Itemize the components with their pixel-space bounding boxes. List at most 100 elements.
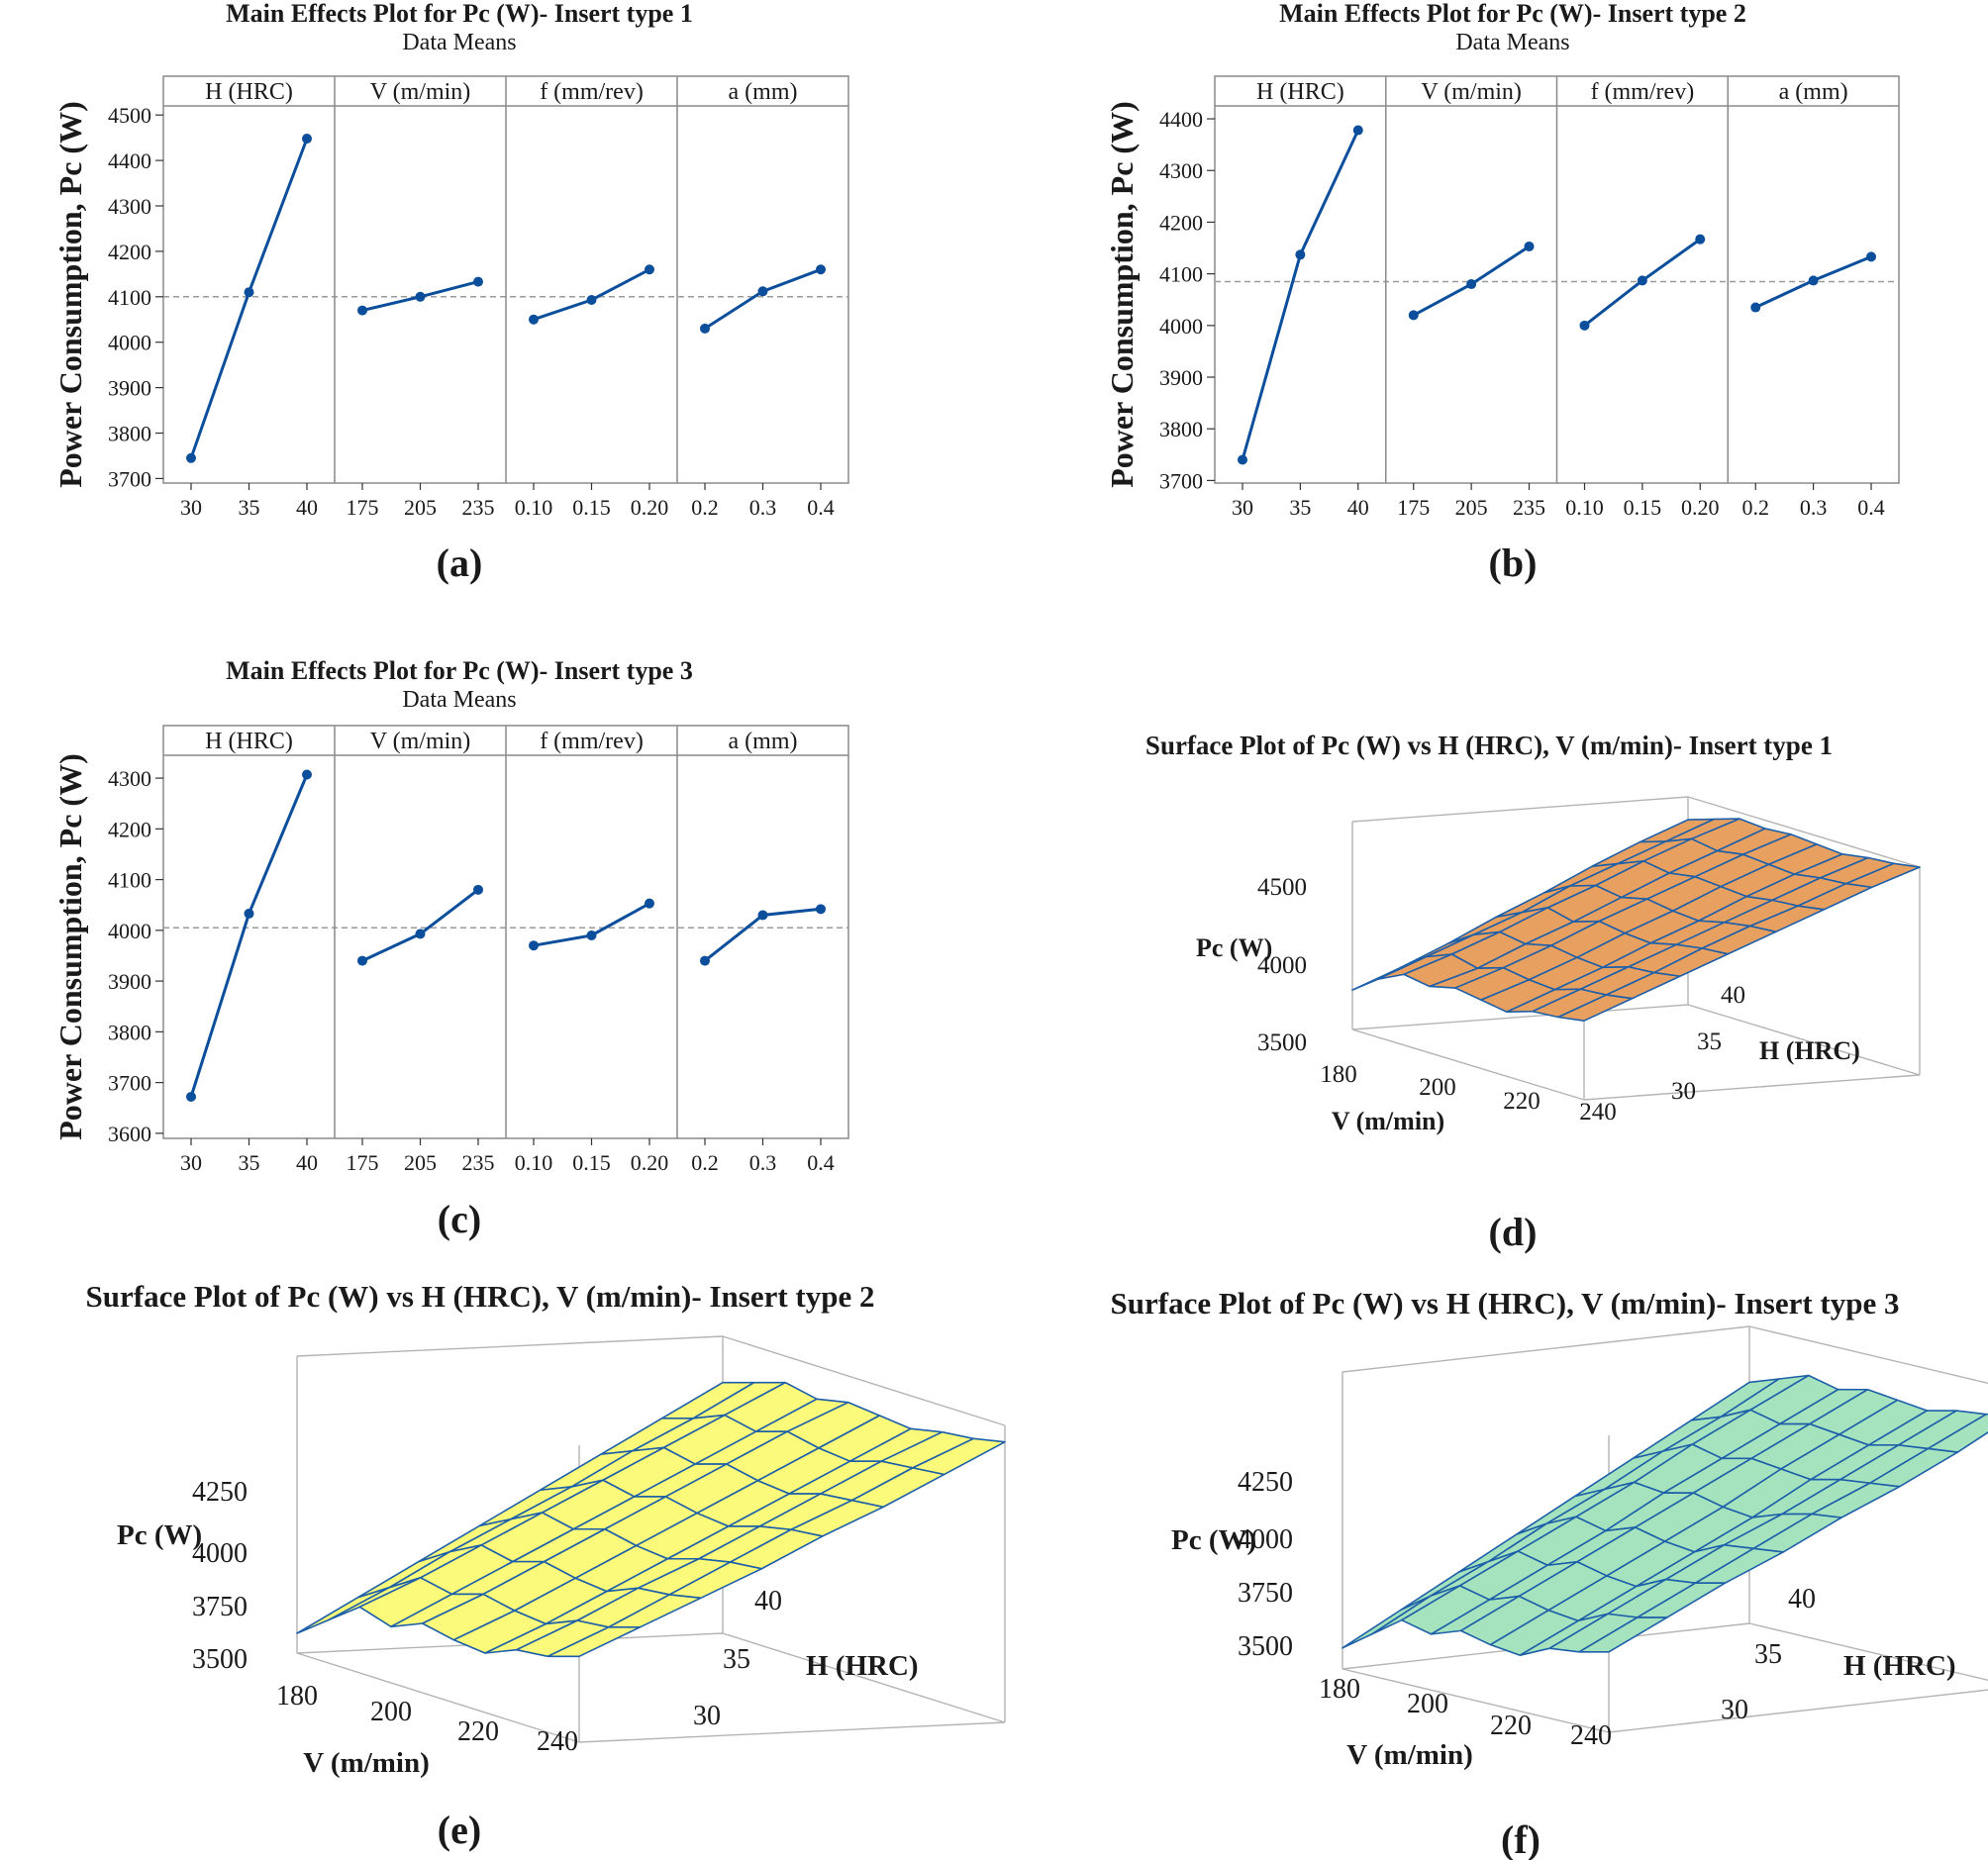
sf2-zlabel: Pc (W) <box>1171 1524 1256 1556</box>
me2-xtick-label-1-0: 175 <box>347 1150 379 1175</box>
me0-ytick-label-0: 3700 <box>108 466 151 491</box>
me2-xtick-label-3-2: 0.4 <box>807 1150 835 1175</box>
sf1-zlabel: Pc (W) <box>117 1519 202 1551</box>
me0-title: Main Effects Plot for Pc (W)- Insert typ… <box>226 0 693 28</box>
sf1-box-top-back <box>722 1335 1006 1426</box>
sf1-ytick-label-1: 35 <box>723 1644 750 1675</box>
me2-ytick-label-0: 3600 <box>108 1122 151 1146</box>
me0-ytick-label-8: 4500 <box>108 103 151 128</box>
me1-point-1-0 <box>1408 310 1419 321</box>
me2-ytick-label-1: 3700 <box>108 1071 151 1096</box>
sf2-title: Surface Plot of Pc (W) vs H (HRC), V (m/… <box>1111 1286 1900 1321</box>
me1-subtitle: Data Means <box>1455 30 1569 55</box>
me0-xtick-label-2-2: 0.20 <box>631 495 669 520</box>
me0-xtick-label-3-0: 0.2 <box>691 495 719 520</box>
me0-panel-header-2: f (mm/rev) <box>540 79 644 105</box>
me0-xtick-label-2-0: 0.10 <box>515 495 553 520</box>
sf1-xtick-label-0: 180 <box>276 1681 318 1712</box>
sf2-box-floor-back <box>1748 1622 1988 1682</box>
sf1-panel-label: (e) <box>438 1808 481 1852</box>
me2-point-3-0 <box>700 955 710 966</box>
me1-xtick-label-2-2: 0.20 <box>1681 495 1720 520</box>
me0-panel-label: (a) <box>437 540 483 585</box>
sf0-xtick-label-1: 200 <box>1419 1074 1456 1101</box>
sf0-ztick-label-0: 4500 <box>1257 874 1307 901</box>
sf1-box-floor-front <box>296 1652 580 1743</box>
me2-point-1-0 <box>357 955 367 966</box>
sf0-ztick-label-2: 3500 <box>1257 1029 1307 1056</box>
me0-panel-header-0: H (HRC) <box>205 79 293 105</box>
sf0-ztick-label-1: 4000 <box>1257 952 1307 979</box>
me0-point-0-1 <box>244 287 254 298</box>
me1-ytick-label-0: 3700 <box>1159 468 1203 493</box>
me0-ytick-label-2: 3900 <box>108 376 151 401</box>
sf1-xtick-label-1: 200 <box>370 1697 412 1727</box>
sf0-box-floor-back <box>1687 1004 1921 1076</box>
me0-point-1-2 <box>473 276 483 287</box>
sf1-box-floor-back <box>722 1632 1006 1723</box>
me1-xtick-label-0-1: 35 <box>1289 495 1311 520</box>
me2-series-line-0 <box>189 773 309 1098</box>
sf1-box-floor-right <box>578 1721 1006 1743</box>
me1-point-2-1 <box>1637 275 1647 286</box>
me2-xtick-label-0-2: 40 <box>296 1150 318 1175</box>
me0-point-3-0 <box>700 323 710 334</box>
me2-ytick-label-5: 4100 <box>108 868 151 893</box>
me1-point-1-1 <box>1466 279 1477 290</box>
me1-xtick-label-2-1: 0.15 <box>1624 495 1662 520</box>
me1-point-3-2 <box>1866 251 1876 262</box>
sf2-box-top-back <box>1748 1325 1988 1385</box>
me1-point-2-0 <box>1579 320 1590 331</box>
me0-point-2-2 <box>645 264 654 275</box>
sf0-surface <box>1351 818 1921 1022</box>
sf1-xlabel: V (m/min) <box>303 1747 430 1779</box>
me1-point-0-0 <box>1238 454 1247 465</box>
sf0-ytick-label-1: 35 <box>1697 1028 1722 1055</box>
sf2-xtick-label-2: 220 <box>1490 1711 1532 1741</box>
sf0-xlabel: V (m/min) <box>1332 1107 1444 1135</box>
sf2-xlabel: V (m/min) <box>1346 1739 1473 1771</box>
me1-ytick-label-6: 4300 <box>1159 158 1203 183</box>
sf1-ytick-label-0: 40 <box>754 1586 782 1616</box>
me1-point-3-1 <box>1808 275 1819 286</box>
sf0-panel-label: (d) <box>1489 1210 1538 1254</box>
me1-xtick-label-2-0: 0.10 <box>1565 495 1604 520</box>
sf1-ylabel: H (HRC) <box>806 1650 919 1682</box>
me1-xtick-label-1-1: 205 <box>1455 495 1488 520</box>
me2-xtick-label-3-0: 0.2 <box>691 1150 719 1175</box>
sf0-surface-cell-0-8 <box>1557 994 1634 1022</box>
me2-point-1-2 <box>473 884 483 895</box>
me2-panel-header-1: V (m/min) <box>370 729 471 754</box>
me0-xtick-label-0-1: 35 <box>239 495 260 520</box>
me2-ytick-label-6: 4200 <box>108 817 151 841</box>
me0-panel-header-3: a (mm) <box>729 79 798 105</box>
me2-ytick-label-3: 3900 <box>108 969 151 994</box>
sf0-zlabel: Pc (W) <box>1196 933 1272 962</box>
me0-xtick-label-1-0: 175 <box>347 495 379 520</box>
sf2-surface-cell-0-8 <box>1578 1616 1668 1653</box>
sf1-title: Surface Plot of Pc (W) vs H (HRC), V (m/… <box>86 1279 875 1314</box>
sf0-xtick-label-2: 220 <box>1503 1088 1541 1115</box>
me2-ytick-label-4: 4000 <box>108 919 151 943</box>
me1-xtick-label-0-2: 40 <box>1347 495 1369 520</box>
me0-ytick-label-6: 4300 <box>108 194 151 219</box>
sf2-ytick-label-1: 35 <box>1754 1639 1782 1670</box>
me0-point-3-2 <box>816 264 826 275</box>
me0-ylabel: Power Consumption, Pc (W) <box>52 101 88 488</box>
me0-point-0-2 <box>302 134 312 145</box>
me2-point-2-1 <box>586 930 597 940</box>
me2-xtick-label-2-0: 0.10 <box>515 1150 553 1175</box>
sf2-ztick-label-1: 4000 <box>1238 1524 1293 1555</box>
sf0-box-floor-right <box>1583 1074 1921 1101</box>
sf1-ztick-label-1: 4000 <box>192 1538 248 1569</box>
me1-panel-header-0: H (HRC) <box>1256 79 1344 105</box>
me2-ytick-label-7: 4300 <box>108 766 151 791</box>
sf1-ztick-label-0: 4250 <box>192 1477 248 1508</box>
sf2-ztick-label-3: 3500 <box>1238 1631 1293 1662</box>
me2-panel-header-3: a (mm) <box>729 729 798 754</box>
me0-ytick-label-5: 4200 <box>108 240 151 264</box>
me0-xtick-label-1-1: 205 <box>404 495 437 520</box>
me2-xtick-label-3-1: 0.3 <box>749 1150 777 1175</box>
me1-xtick-label-0-0: 30 <box>1232 495 1253 520</box>
me0-ytick-label-7: 4400 <box>108 148 151 173</box>
